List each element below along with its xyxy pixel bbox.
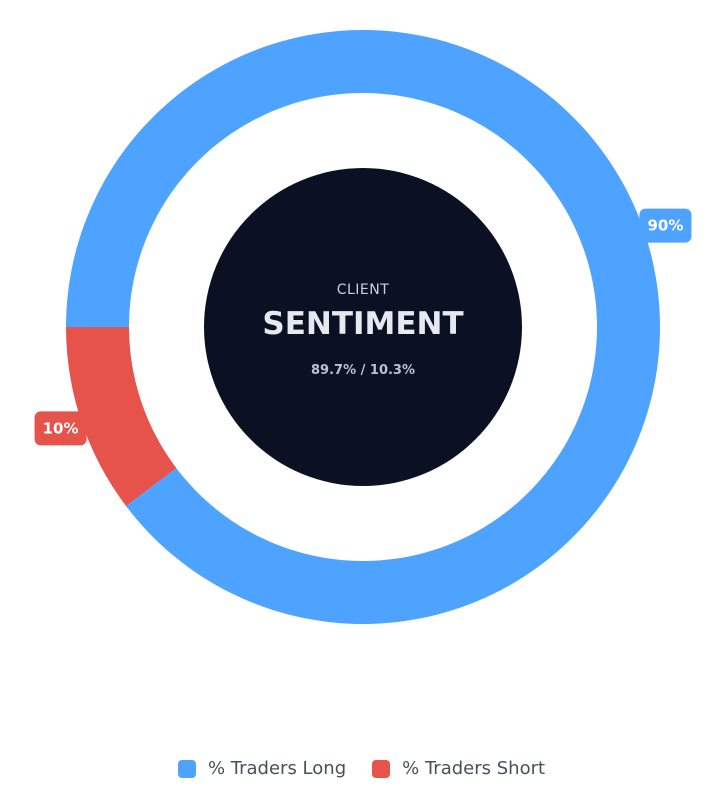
slice-label-short: 10% bbox=[34, 411, 87, 446]
center-kicker: CLIENT bbox=[337, 282, 390, 298]
center-title: SENTIMENT bbox=[262, 306, 463, 342]
legend-label-long: % Traders Long bbox=[207, 758, 347, 779]
slice-short[interactable] bbox=[66, 327, 177, 507]
legend-swatch-short bbox=[372, 759, 391, 778]
legend-swatch-long bbox=[177, 759, 196, 778]
legend-item-long[interactable]: % Traders Long bbox=[177, 758, 347, 779]
slice-label-long: 90% bbox=[639, 208, 692, 243]
donut-chart: CLIENT SENTIMENT 89.7% / 10.3% 90% 10% bbox=[34, 30, 692, 625]
slice-label-badge bbox=[639, 208, 692, 243]
center-disc bbox=[204, 168, 522, 486]
slice-label-text: 90% bbox=[647, 217, 683, 235]
slice-labels-layer: 90% 10% bbox=[34, 208, 692, 446]
slice-label-badge bbox=[34, 411, 87, 446]
legend-item-short[interactable]: % Traders Short bbox=[372, 758, 545, 779]
legend-label-short: % Traders Short bbox=[402, 758, 546, 779]
legend: % Traders Long % Traders Short bbox=[0, 758, 723, 779]
slices-layer bbox=[66, 30, 660, 625]
center-subtitle: 89.7% / 10.3% bbox=[311, 363, 415, 378]
slice-label-text: 10% bbox=[43, 419, 79, 437]
